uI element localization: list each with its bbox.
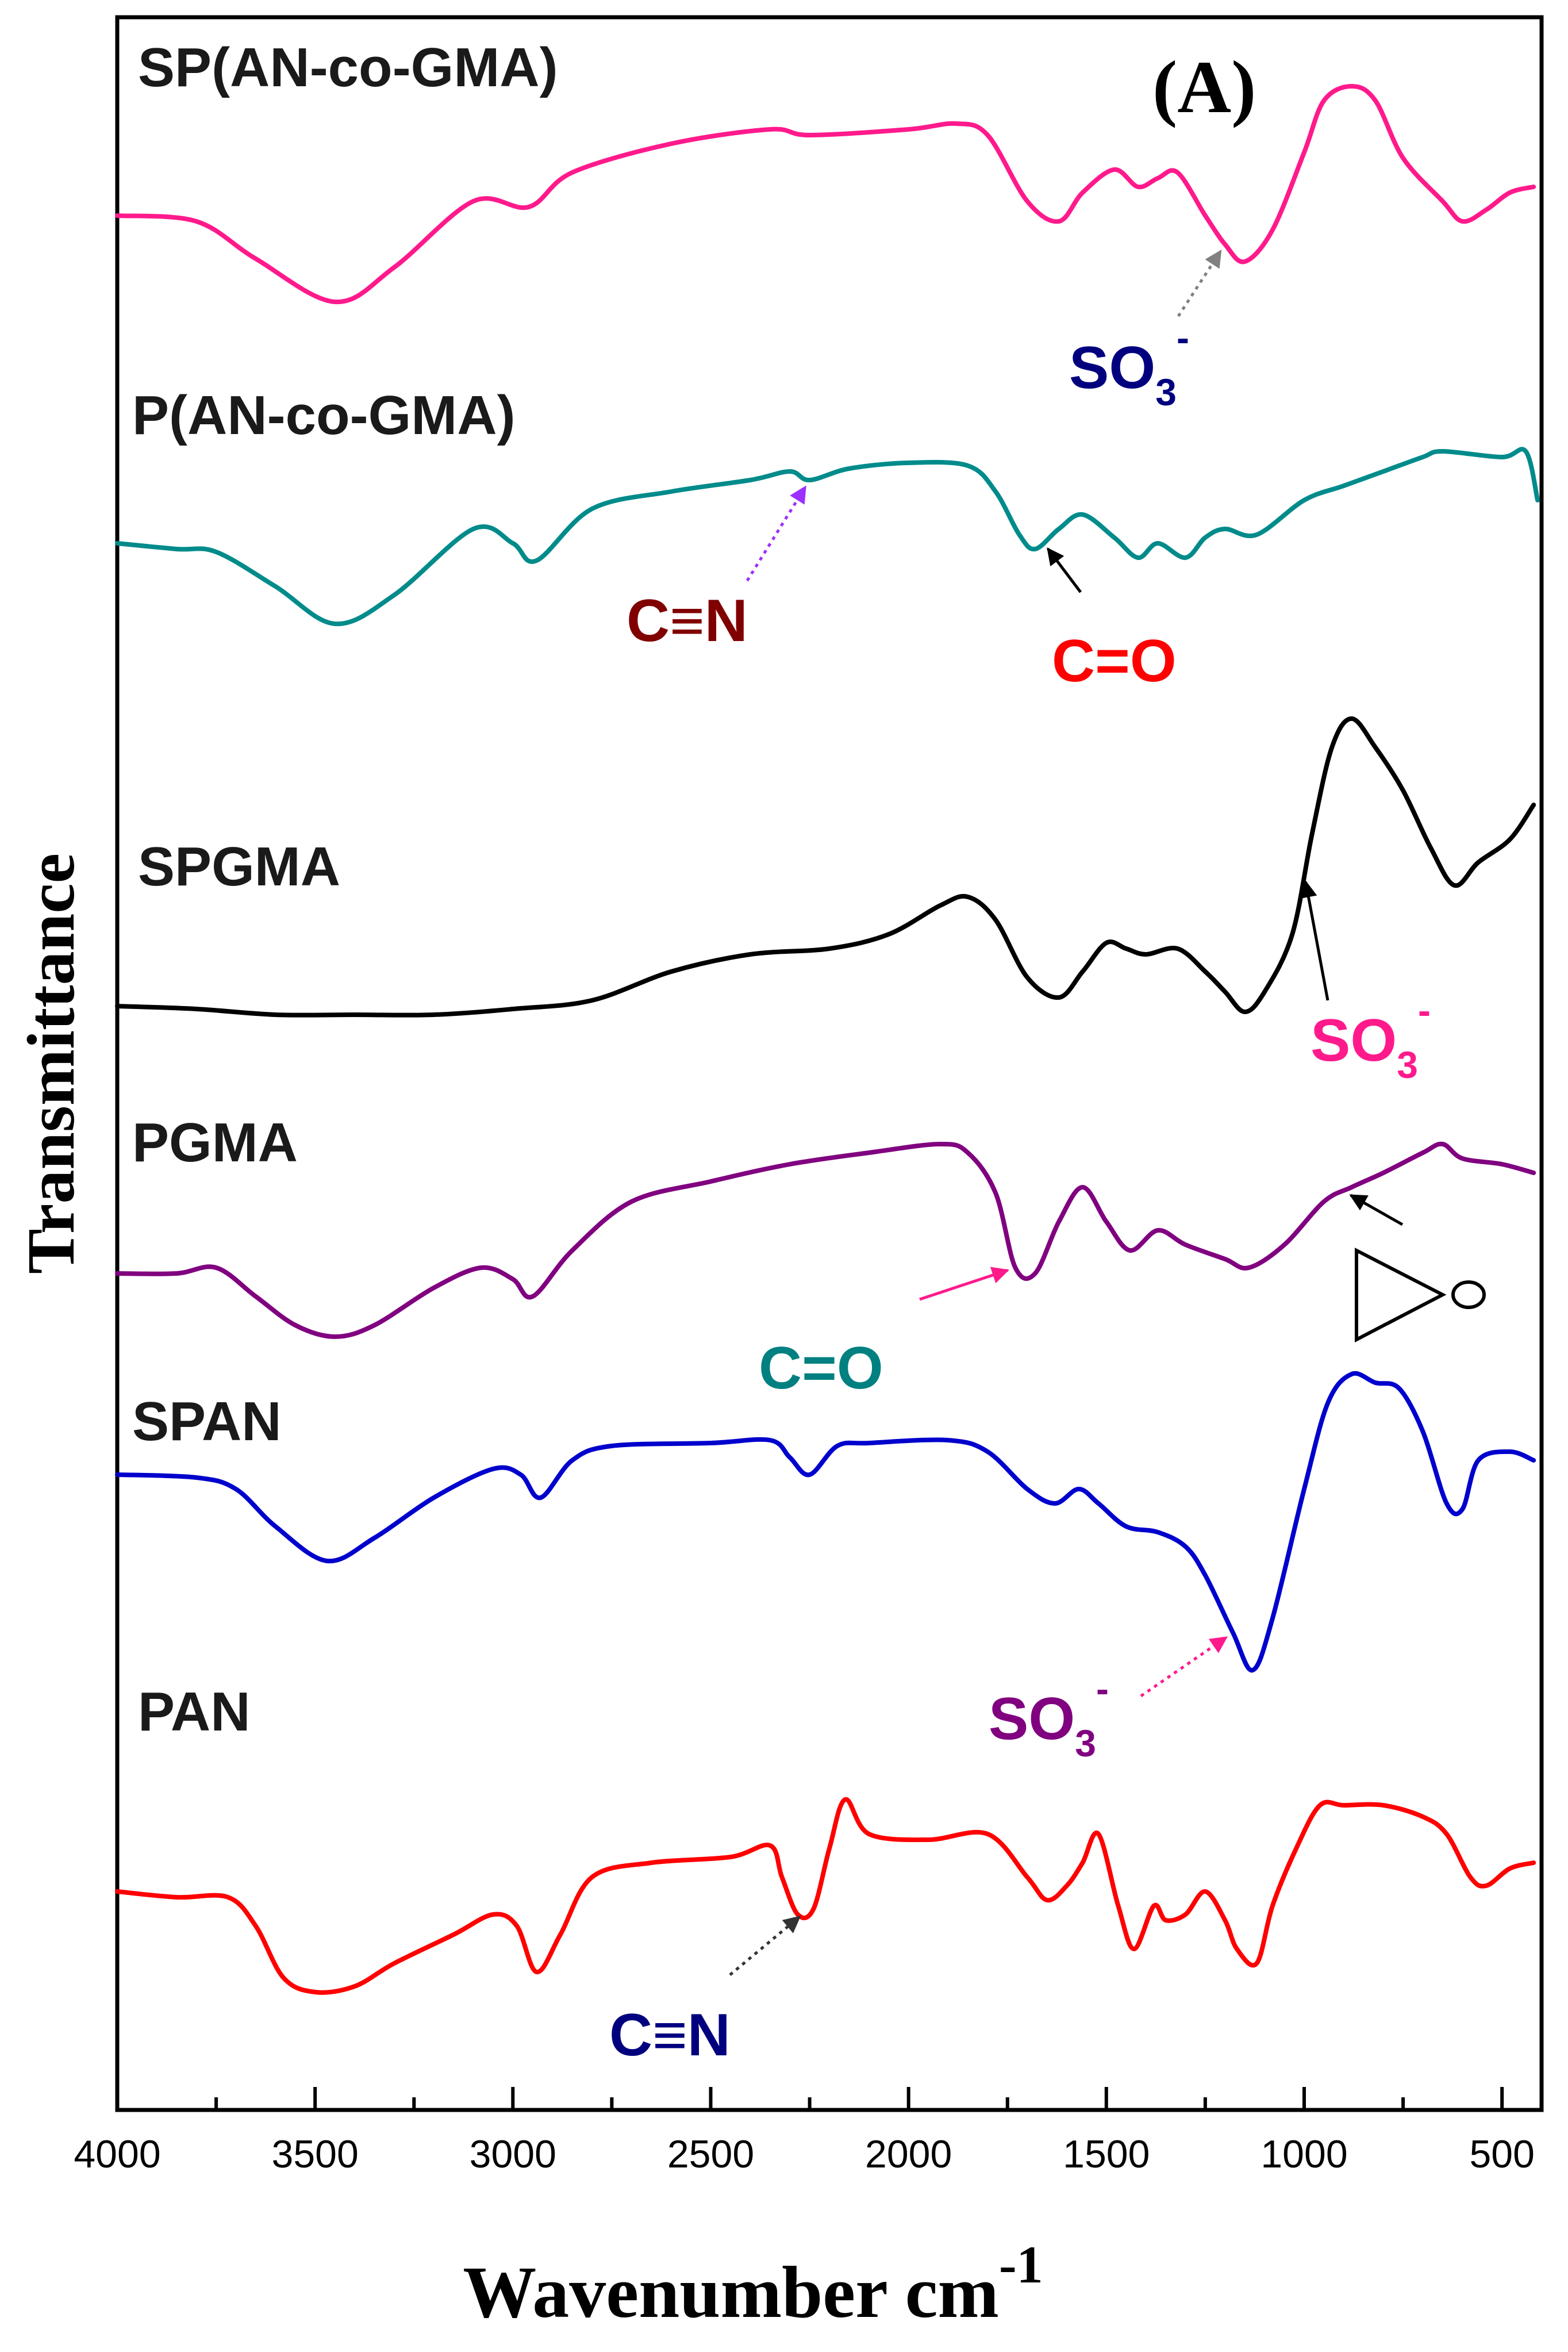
annotation-co-red: C=O xyxy=(1052,628,1177,695)
x-tick-label-3500: 3500 xyxy=(272,2132,359,2176)
annotation-cn-bottom: C≡N xyxy=(609,2002,731,2069)
series-line-spgma xyxy=(115,716,1536,1018)
annotation-arrow-epoxide xyxy=(1349,1194,1404,1226)
annotation-arrow-cn-mid xyxy=(745,485,807,582)
series-label-pgma: PGMA xyxy=(132,1112,298,1173)
series-label-layer: SP(AN-co-GMA) P(AN-co-GMA) SPGMA PGMA SPAN PA… xyxy=(132,37,558,1743)
series-label-span: SPAN xyxy=(132,1391,282,1452)
series-line-sp-an-co-gma xyxy=(115,84,1536,305)
y-axis-title: Transmittance xyxy=(13,853,89,1274)
annotation-arrow-co-red xyxy=(1047,547,1082,593)
annotation-arrow-so3-top xyxy=(1177,250,1222,317)
x-tick-label-500: 500 xyxy=(1469,2132,1534,2176)
x-axis-title-text: Wavenumber cm xyxy=(463,2251,999,2333)
annotation-arrow-so3-pink xyxy=(1300,880,1329,1001)
series-layer xyxy=(115,84,1540,1995)
x-tick-label-3000: 3000 xyxy=(470,2132,556,2176)
series-label-sp-an-co-gma: SP(AN-co-GMA) xyxy=(138,37,558,98)
annotation-arrow-so3-purple xyxy=(1140,1636,1228,1698)
x-tick-label-4000: 4000 xyxy=(74,2132,160,2176)
epoxide-ring-icon xyxy=(1355,1248,1447,1342)
annotation-co-teal: C=O xyxy=(759,1335,883,1402)
series-label-pan: PAN xyxy=(138,1681,251,1743)
series-line-pgma xyxy=(115,1141,1536,1339)
panel-label: (A) xyxy=(1152,46,1256,129)
series-line-pan xyxy=(115,1797,1536,1995)
annotation-so3-purple: SO3- xyxy=(989,1667,1109,1764)
epoxide-oxygen-icon xyxy=(1451,1280,1486,1309)
series-label-spgma: SPGMA xyxy=(138,836,340,897)
x-axis-title-unit-exponent: -1 xyxy=(999,2235,1043,2294)
plot-frame xyxy=(115,15,1544,2112)
x-tick-label-1000: 1000 xyxy=(1260,2132,1347,2176)
annotation-so3-top: SO3- xyxy=(1069,316,1189,413)
annotation-arrow-co-teal xyxy=(919,1267,1010,1301)
x-axis-ticks: 4000 3500 3000 2500 2000 1500 1000 500 xyxy=(74,2087,1535,2176)
annotation-cn-mid: C≡N xyxy=(627,588,748,654)
series-line-span xyxy=(115,1371,1536,1673)
annotation-so3-pink: SO3- xyxy=(1310,989,1431,1086)
x-tick-label-2500: 2500 xyxy=(667,2132,754,2176)
x-axis-title: Wavenumber cm-1 xyxy=(463,2235,1043,2333)
annotation-arrow-cn-bottom xyxy=(729,1916,801,1976)
x-tick-label-2000: 2000 xyxy=(865,2132,952,2176)
series-line-p-an-co-gma xyxy=(115,447,1540,627)
x-tick-label-1500: 1500 xyxy=(1063,2132,1150,2176)
annotation-layer: SO3- C≡N C=O SO3- C=O SO3- C≡N xyxy=(609,250,1486,2069)
series-label-p-an-co-gma: P(AN-co-GMA) xyxy=(132,385,516,446)
